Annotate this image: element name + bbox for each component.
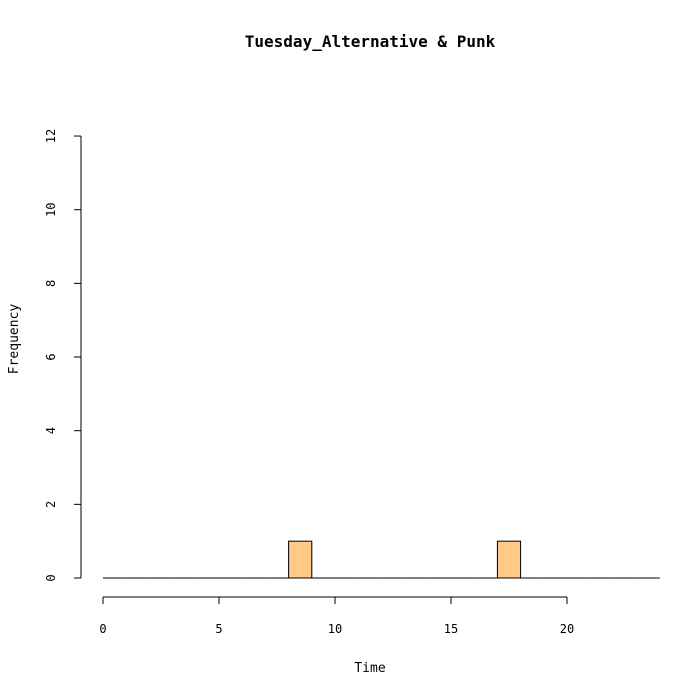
y-tick-label: 4 bbox=[44, 427, 58, 434]
x-axis-title: Time bbox=[354, 661, 385, 676]
y-axis: 0 2 4 6 8 10 12 bbox=[44, 129, 82, 582]
x-tick-label: 15 bbox=[444, 622, 458, 636]
histogram-bar bbox=[288, 540, 313, 579]
y-tick-label: 12 bbox=[44, 129, 58, 143]
x-tick-label: 0 bbox=[99, 622, 106, 636]
histogram-bar bbox=[496, 540, 522, 579]
x-tick-label: 10 bbox=[328, 622, 342, 636]
chart-title: Tuesday_Alternative & Punk bbox=[245, 32, 496, 51]
y-tick-label: 6 bbox=[44, 353, 58, 360]
y-tick-label: 2 bbox=[44, 501, 58, 508]
x-tick-label: 5 bbox=[215, 622, 222, 636]
x-tick-label: 20 bbox=[560, 622, 574, 636]
y-axis-title: Frequency bbox=[7, 304, 22, 375]
y-tick-label: 0 bbox=[44, 574, 58, 581]
bars-group bbox=[103, 540, 660, 579]
y-tick-label: 8 bbox=[44, 280, 58, 287]
x-axis: 0 5 10 15 20 bbox=[99, 596, 574, 636]
y-tick-label: 10 bbox=[44, 202, 58, 216]
